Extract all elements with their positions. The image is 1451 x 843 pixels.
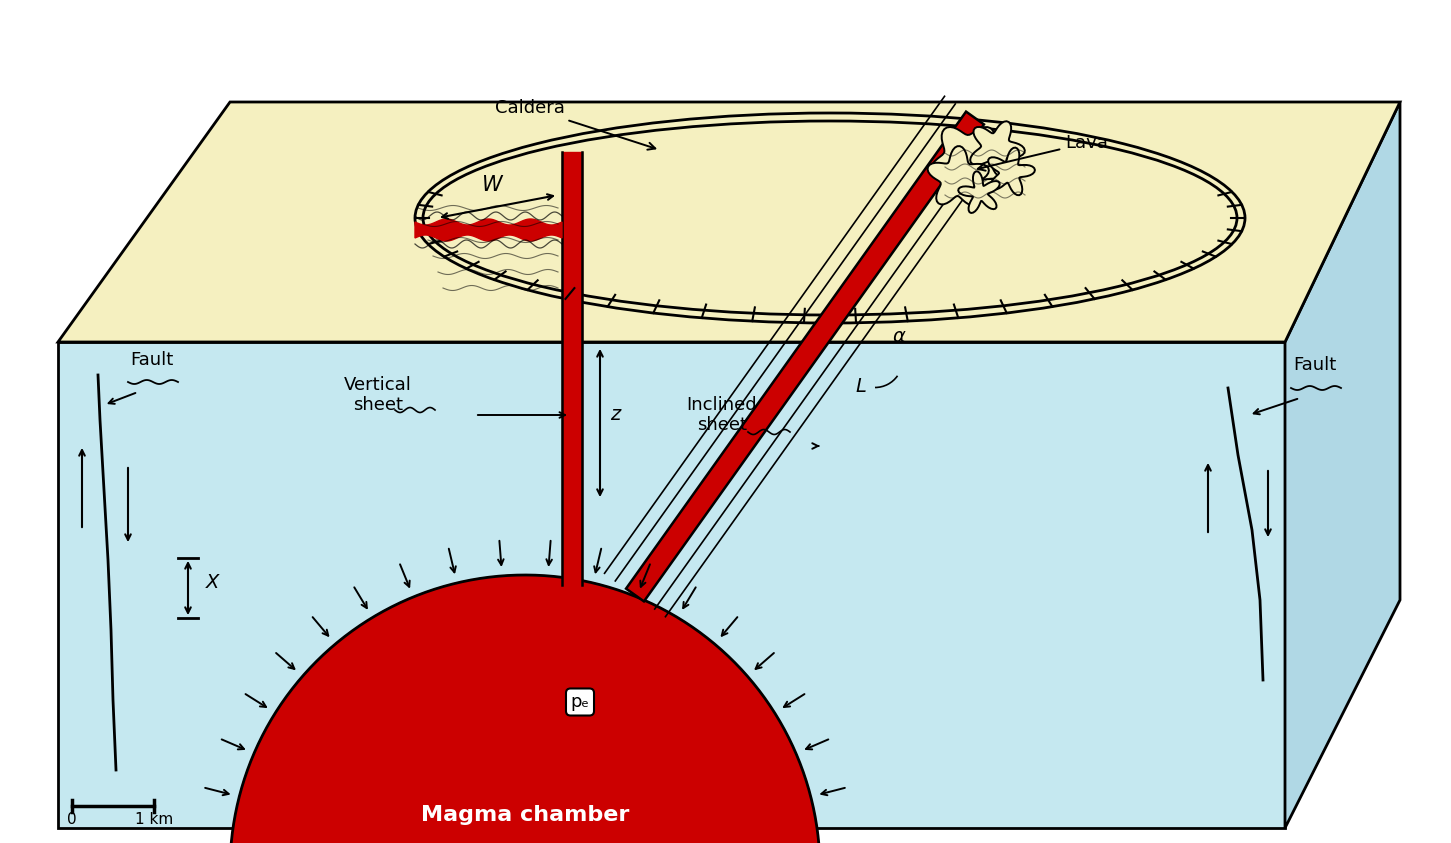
- Polygon shape: [930, 127, 1006, 199]
- Text: pₑ: pₑ: [570, 693, 589, 711]
- Text: L: L: [855, 377, 866, 395]
- Polygon shape: [971, 121, 1024, 176]
- Polygon shape: [927, 146, 990, 205]
- Text: 0: 0: [67, 812, 77, 827]
- Text: Fault: Fault: [1293, 356, 1336, 374]
- Polygon shape: [58, 102, 1400, 342]
- Text: Lava: Lava: [978, 134, 1109, 170]
- Text: X: X: [206, 573, 219, 592]
- Polygon shape: [231, 575, 820, 843]
- Polygon shape: [58, 342, 1286, 828]
- Text: Inclined
sheet: Inclined sheet: [686, 395, 757, 434]
- Text: Vertical
sheet: Vertical sheet: [344, 376, 412, 415]
- Polygon shape: [415, 219, 562, 241]
- Polygon shape: [625, 111, 984, 601]
- Ellipse shape: [424, 121, 1238, 315]
- Text: 1 km: 1 km: [135, 812, 173, 827]
- Text: α: α: [892, 327, 905, 346]
- Text: Magma chamber: Magma chamber: [421, 805, 630, 825]
- Polygon shape: [988, 148, 1035, 196]
- Text: z: z: [609, 405, 620, 424]
- Text: W: W: [482, 175, 502, 195]
- Text: Caldera: Caldera: [495, 99, 656, 150]
- Polygon shape: [958, 171, 1000, 213]
- Text: Fault: Fault: [131, 351, 174, 369]
- Polygon shape: [1286, 102, 1400, 828]
